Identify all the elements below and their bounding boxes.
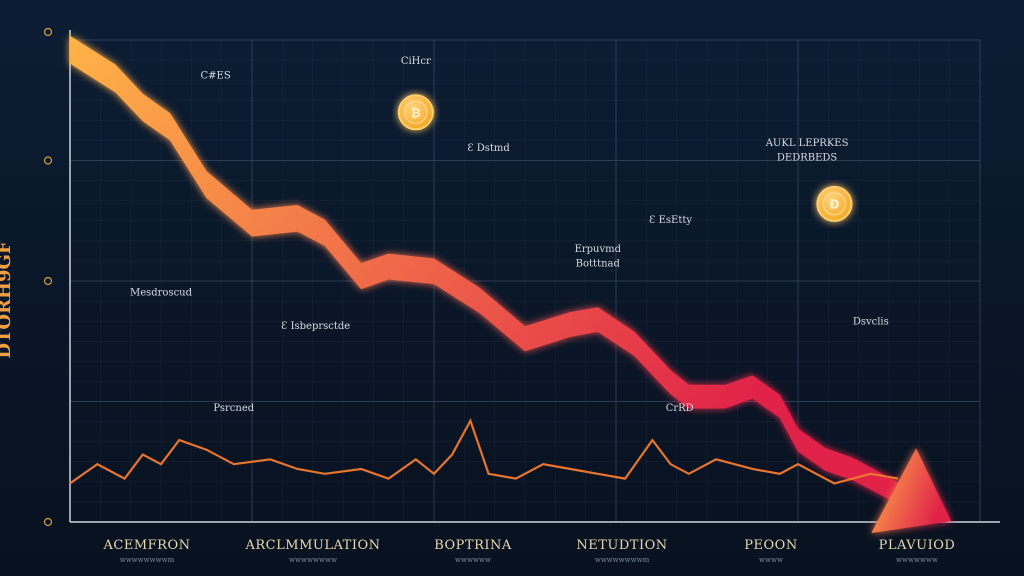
annotation-label: Erpuvmd xyxy=(575,244,622,255)
annotation-label: Ɛ EsEtty xyxy=(649,215,692,226)
annotation-label: C#ES xyxy=(201,71,231,82)
coin-icon: Ɖ xyxy=(816,185,853,222)
x-axis-labels: ACEMFRON wwwwwwwwm ARCLMMULATION wwwwwwww BO… xyxy=(103,538,956,564)
x-tick-sublabel: wwwwwwww xyxy=(289,556,337,564)
x-tick-sublabel: wwww xyxy=(759,556,783,564)
x-tick-label: BOPTRINA xyxy=(434,538,512,553)
annotation-label: Botttnad xyxy=(576,259,621,270)
x-tick-label: PEOON xyxy=(744,538,797,553)
annotation-label: Mesdroscud xyxy=(130,287,193,298)
y-tick-marker xyxy=(43,27,53,37)
coins: ₿Ɖ xyxy=(397,94,853,222)
annotation-label: CiHcr xyxy=(401,56,431,67)
x-tick-sublabel: wwwwww xyxy=(455,556,491,564)
x-tick-label: PLAVUIOD xyxy=(879,538,956,553)
axes xyxy=(43,27,1000,527)
annotations: C#ES CiHcr Ɛ Dstmd AUKL LEPRKES DEDRBEDS Ɛ Es… xyxy=(130,56,889,414)
annotation-label: Ɛ Isbeprsctde xyxy=(281,321,350,332)
x-tick-label: NETUDTION xyxy=(576,538,667,553)
coin-icon: ₿ xyxy=(397,94,434,131)
price-trend-band xyxy=(70,35,899,505)
x-tick-sublabel: wwwwwww xyxy=(896,556,938,564)
annotation-label: Ɛ Dstmd xyxy=(467,143,510,154)
volume-line xyxy=(69,418,899,485)
x-tick-label: ACEMFRON xyxy=(103,538,191,553)
annotation-label: Dsvclis xyxy=(853,316,889,327)
x-tick-sublabel: wwwwwwwwm xyxy=(120,556,175,564)
y-tick-marker xyxy=(43,517,53,527)
x-tick-sublabel: wwwwwwwwm xyxy=(595,556,650,564)
y-tick-marker xyxy=(43,276,53,286)
trend-arrow-head xyxy=(871,448,952,534)
annotation-label: CrRD xyxy=(666,403,694,414)
y-axis-label: DTORH9GF xyxy=(0,241,15,359)
annotation-label: Psrcned xyxy=(213,403,254,414)
annotation-label: DEDRBEDS xyxy=(777,153,838,164)
grid xyxy=(69,39,981,523)
svg-text:Ɖ: Ɖ xyxy=(829,197,839,211)
svg-text:₿: ₿ xyxy=(411,106,421,120)
x-tick-label: ARCLMMULATION xyxy=(245,538,381,553)
annotation-label: AUKL LEPRKES xyxy=(765,138,849,149)
y-tick-marker xyxy=(43,156,53,165)
